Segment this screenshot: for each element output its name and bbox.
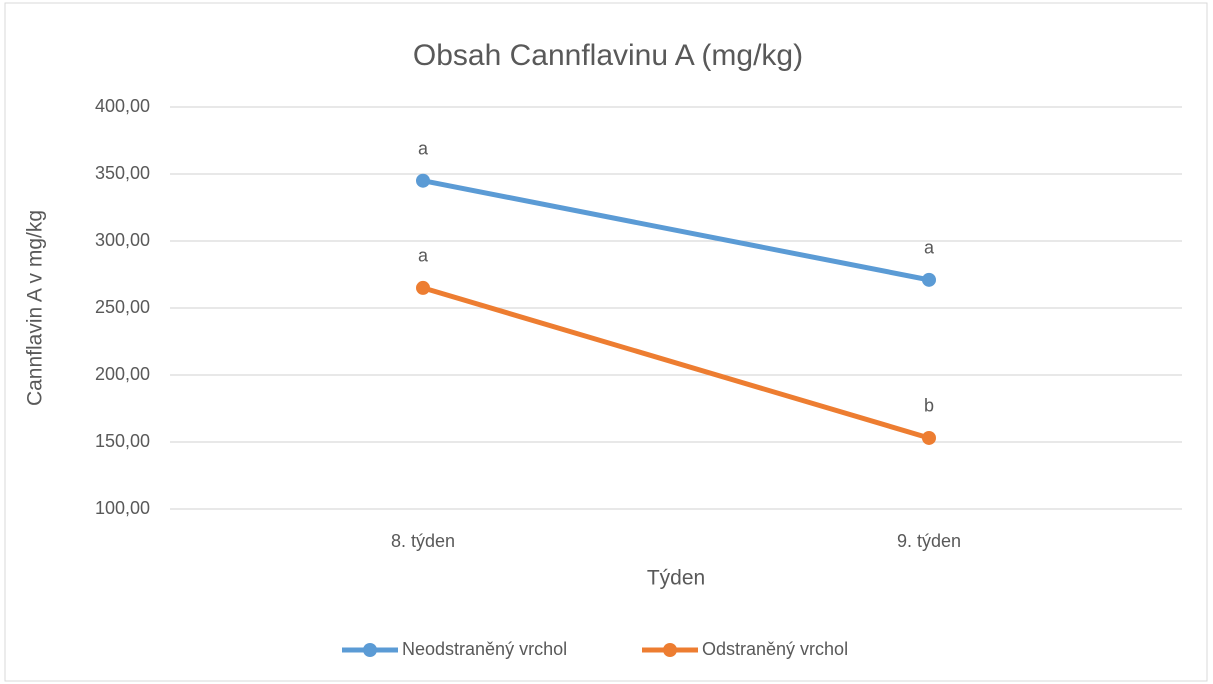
- legend-marker: [363, 643, 377, 657]
- y-tick-label: 350,00: [95, 163, 150, 183]
- x-tick-label: 8. týden: [391, 531, 455, 551]
- series-line: [420, 178, 932, 283]
- y-tick-label: 300,00: [95, 230, 150, 250]
- series-line: [420, 285, 932, 441]
- y-tick-label: 250,00: [95, 297, 150, 317]
- x-axis-label: Týden: [647, 567, 705, 590]
- data-point: [922, 430, 936, 445]
- data-point: [922, 272, 936, 287]
- y-tick-label: 150,00: [95, 431, 150, 451]
- data-label: a: [418, 246, 429, 266]
- legend-label: Odstraněný vrchol: [702, 639, 848, 659]
- data-label: a: [418, 138, 429, 158]
- chart-title: Obsah Cannflavinu A (mg/kg): [413, 39, 803, 72]
- y-axis-label: Cannflavin A v mg/kg: [24, 210, 47, 406]
- legend-marker: [663, 643, 677, 657]
- legend-label: Neodstraněný vrchol: [402, 639, 567, 659]
- y-tick-label: 400,00: [95, 96, 150, 116]
- data-point: [416, 173, 430, 188]
- data-label: b: [924, 396, 934, 416]
- x-tick-label: 9. týden: [897, 531, 961, 551]
- y-tick-label: 200,00: [95, 364, 150, 384]
- y-tick-label: 100,00: [95, 498, 150, 518]
- data-point: [416, 280, 430, 295]
- data-label: a: [924, 238, 935, 258]
